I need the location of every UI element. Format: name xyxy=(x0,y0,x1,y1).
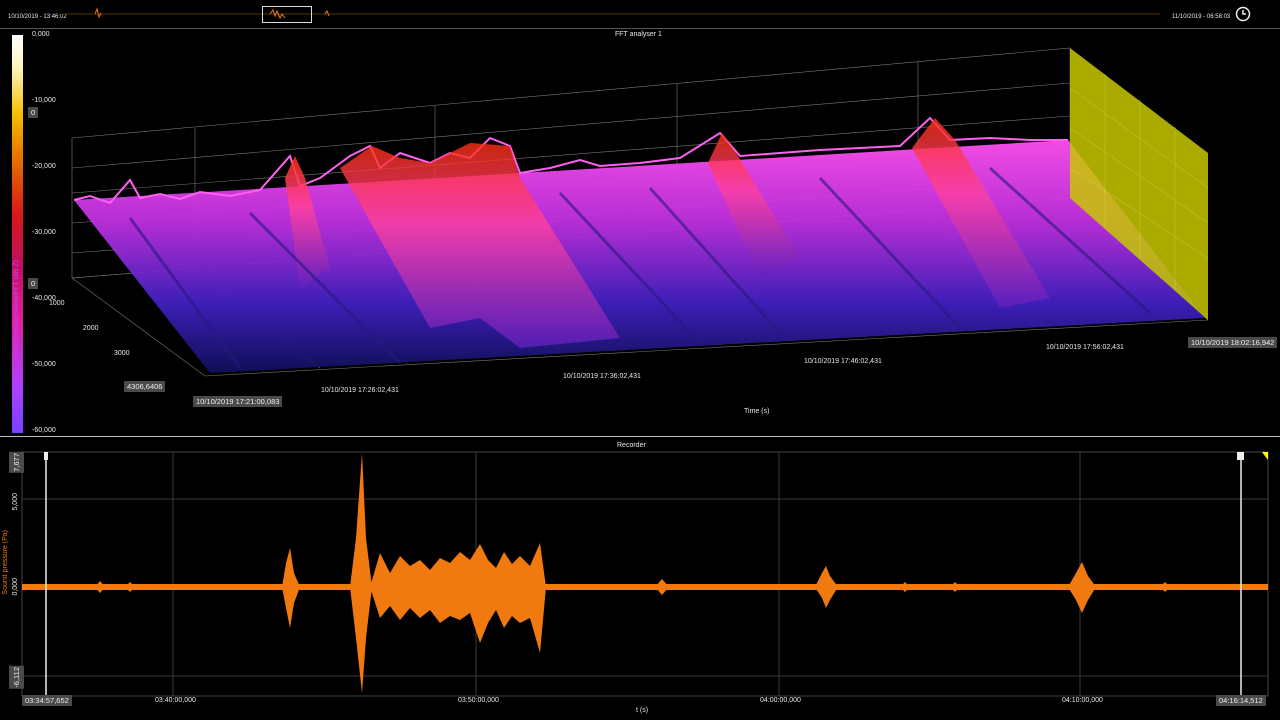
overview-timeline[interactable]: 10/10/2019 - 13:46:02 11/10/2019 - 06:58… xyxy=(0,0,1280,29)
recorder-x-start-box[interactable]: 03:34:57,652 xyxy=(22,695,72,706)
overview-selection-window[interactable] xyxy=(262,6,312,23)
overview-end-time: 11/10/2019 - 06:58:03 xyxy=(1172,14,1231,20)
recorder-x-end-box[interactable]: 04:16:14,512 xyxy=(1216,695,1266,706)
recorder-y-tick: 5,000 xyxy=(12,493,19,511)
time-tick: 10/10/2019 17:46:02,431 xyxy=(804,358,882,365)
colorbar xyxy=(12,35,23,433)
colorbar-tick: -60,000 xyxy=(32,427,56,434)
colorbar-tick: -30,000 xyxy=(32,229,56,236)
recorder-waveform xyxy=(22,453,1268,693)
recorder-waveform-plot[interactable] xyxy=(0,448,1280,698)
time-start-box[interactable]: 10/10/2019 17:21:00,083 xyxy=(193,396,283,407)
colorbar-tick: -20,000 xyxy=(32,163,56,170)
recorder-x-tick: 04:00:00,000 xyxy=(760,697,801,704)
recorder-x-tick: 03:40:00,000 xyxy=(155,697,196,704)
colorbar-min-box[interactable]: 0 xyxy=(28,278,39,289)
recorder-y-label: Sound pressure (Pa) xyxy=(2,530,9,595)
recorder-x-tick: 03:50:00,000 xyxy=(458,697,499,704)
time-tick: 10/10/2019 17:56:02,431 xyxy=(1046,344,1124,351)
recorder-y-min-box[interactable]: -6,112 xyxy=(9,666,24,689)
clock-icon[interactable] xyxy=(1235,6,1251,22)
freq-tick: 1000 xyxy=(49,300,65,307)
time-end-box[interactable]: 10/10/2019 18:02:16,942 xyxy=(1188,337,1278,348)
fft-title: FFT analyser 1 xyxy=(615,31,662,38)
colorbar-tick: -40,000 xyxy=(32,295,56,302)
fft-time-cursor-wall xyxy=(1070,48,1208,320)
colorbar-tick: -10,000 xyxy=(32,97,56,104)
time-tick: 10/10/2019 17:36:02,431 xyxy=(563,373,641,380)
freq-tick: 3000 xyxy=(114,350,130,357)
time-axis-label: Time (s) xyxy=(744,408,770,415)
fft-3d-plot[interactable] xyxy=(0,28,1280,436)
time-tick: 10/10/2019 17:26:02,431 xyxy=(321,387,399,394)
colorbar-tick: -50,000 xyxy=(32,361,56,368)
overview-track xyxy=(60,7,1160,20)
panel-divider[interactable] xyxy=(0,436,1280,437)
fft-analyser-panel[interactable]: FFT analyser 1 xyxy=(0,28,1280,436)
recorder-title: Recorder xyxy=(617,442,646,449)
overview-start-time: 10/10/2019 - 13:46:02 xyxy=(8,14,67,20)
recorder-panel[interactable]: Recorder xyxy=(0,438,1280,720)
colorbar-max-box[interactable]: 0 xyxy=(28,107,39,118)
recorder-x-label: t (s) xyxy=(636,707,649,714)
colorbar-tick: 0,000 xyxy=(32,31,50,38)
recorder-x-tick: 04:10:00,000 xyxy=(1062,697,1103,704)
freq-tick: 2000 xyxy=(83,325,99,332)
freq-max-box[interactable]: 4306,6406 xyxy=(124,381,166,392)
recorder-y-max-box[interactable]: 7,677 xyxy=(9,452,24,473)
recorder-y-tick: 0,000 xyxy=(12,578,19,596)
